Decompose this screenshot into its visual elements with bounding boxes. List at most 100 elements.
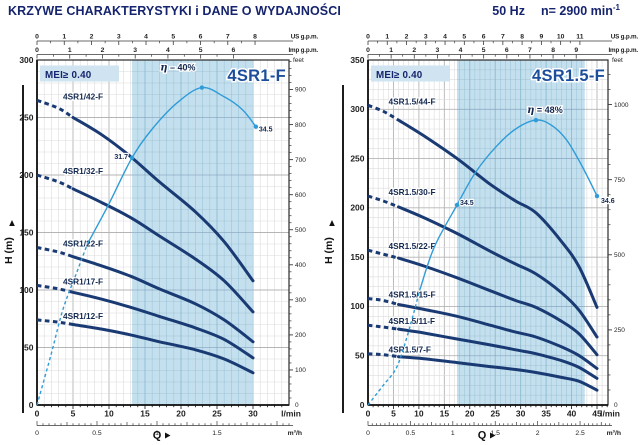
svg-text:6: 6: [232, 47, 236, 54]
svg-text:30: 30: [248, 409, 258, 419]
q-axis-label: Q: [153, 430, 171, 442]
h-axis-arrow-icon: [9, 220, 15, 226]
svg-text:250: 250: [19, 112, 33, 122]
svg-text:50: 50: [355, 351, 365, 361]
svg-text:35: 35: [541, 409, 551, 419]
svg-text:3: 3: [436, 47, 440, 54]
pump-chart-4sr1-f: 0 1 2 3 4 5 6 7 8 US g.p.m.0 1 2 3 4 5 6 Imp g.p.m.50100…: [3, 34, 319, 442]
svg-text:400: 400: [295, 262, 306, 269]
svg-text:0: 0: [614, 402, 618, 409]
chart-title: 4SR1.5-F: [532, 67, 605, 85]
svg-text:0: 0: [366, 430, 370, 437]
svg-text:7: 7: [501, 34, 505, 41]
svg-text:9: 9: [574, 47, 578, 54]
efficiency-value-label: 31.7: [114, 154, 128, 161]
q-axis-label: Q: [478, 430, 496, 442]
pump-curve-dashed: [36, 283, 74, 294]
svg-text:0: 0: [366, 34, 370, 41]
svg-text:300: 300: [350, 104, 364, 114]
column-divider-right: [342, 85, 344, 413]
svg-text:H (m): H (m): [323, 237, 335, 264]
us-gpm-axis: 0 1 2 3 4 5 6 7 8 9 10 11 US g.p.m.: [366, 34, 639, 45]
feet-axis: 250 500 750 1000 0 feet: [608, 57, 629, 409]
pump-curve: [71, 323, 255, 375]
svg-text:250: 250: [350, 153, 364, 163]
svg-text:1.5: 1.5: [212, 430, 222, 437]
svg-text:700: 700: [295, 157, 306, 164]
svg-text:9: 9: [539, 34, 543, 41]
svg-text:1.5: 1.5: [491, 430, 501, 437]
svg-text:15: 15: [440, 409, 450, 419]
svg-text:25: 25: [490, 409, 500, 419]
annotations: MEI≥ 0.40 4SR1.5-F: [371, 65, 606, 87]
column-divider-left: [22, 85, 24, 413]
pump-curve: [71, 255, 255, 344]
pump-curve: [71, 116, 255, 283]
efficiency-marker: [454, 202, 460, 208]
svg-text:10: 10: [414, 409, 424, 419]
svg-text:900: 900: [295, 87, 306, 94]
svg-text:800: 800: [295, 122, 306, 129]
svg-text:Imp g.p.m.: Imp g.p.m.: [609, 47, 639, 54]
curve-label: 4SR1.5/22-F: [389, 241, 436, 251]
svg-text:3: 3: [117, 34, 121, 41]
svg-text:40: 40: [567, 409, 577, 419]
operating-range-band: [132, 60, 253, 405]
svg-text:0: 0: [29, 400, 34, 410]
svg-text:2: 2: [412, 47, 416, 54]
h-axis-arrow-icon: [329, 220, 335, 226]
frequency-label: 50 Hz: [492, 4, 525, 18]
efficiency-marker: [253, 124, 259, 129]
m3h-axis: 0 0.5 1 1.5 2 2.5 m³/h: [366, 421, 621, 437]
svg-text:0.5: 0.5: [92, 430, 102, 437]
svg-text:5: 5: [199, 47, 203, 54]
svg-text:11: 11: [576, 34, 583, 41]
svg-text:feet: feet: [612, 57, 623, 64]
svg-text:200: 200: [295, 332, 306, 339]
efficiency-peak-label: η – 40%: [160, 63, 195, 74]
svg-text:10: 10: [557, 34, 565, 41]
pump-curve-dashed: [36, 318, 74, 326]
svg-text:10: 10: [104, 409, 114, 419]
pump-curve-dashed: [367, 323, 399, 331]
x-axis: 0 5 10 15 20 25 30 35 40 45l/min: [366, 405, 620, 419]
svg-text:feet: feet: [293, 57, 304, 64]
pump-curve: [397, 205, 599, 339]
svg-text:4: 4: [443, 34, 447, 41]
svg-text:0: 0: [295, 402, 299, 409]
efficiency-curve-dashed: [367, 289, 421, 406]
efficiency-curve: 31.7 34.5 η – 40%: [36, 61, 274, 406]
svg-text:0: 0: [35, 34, 39, 41]
speed-exponent: -1: [612, 3, 620, 12]
pump-chart-4sr1-5-f: 0 1 2 3 4 5 6 7 8 9 10 11 US g.p.m.0 1 2 3 4 5 6 7 8 9 Imp g.p…: [323, 34, 639, 442]
efficiency-peak-marker: [533, 117, 539, 123]
efficiency-curve: 34.5 34.6 η = 48%: [367, 104, 616, 406]
curve-label: 4SR1/22-F: [63, 238, 103, 248]
svg-text:4: 4: [459, 47, 463, 54]
page-header-meta: 50 Hz n= 2900 min-1: [492, 3, 620, 19]
page-title: KRZYWE CHARAKTERYSTYKI i DANE O WYDAJNOŚ…: [8, 4, 341, 18]
svg-text:350: 350: [350, 55, 364, 65]
m3h-axis: 0 0.5 1 1.5 m³/h: [35, 421, 302, 437]
svg-text:0: 0: [360, 400, 365, 410]
svg-text:5: 5: [391, 409, 396, 419]
svg-text:l/min: l/min: [600, 409, 620, 419]
curve-label: 4SR1/42-F: [63, 91, 103, 101]
mei-badge: [40, 65, 119, 82]
svg-text:4: 4: [166, 47, 170, 54]
operating-range-band: [457, 60, 585, 405]
svg-text:0: 0: [35, 430, 39, 437]
curve-label: 4SR1.5/44-F: [389, 96, 436, 106]
pump-curve: [71, 290, 255, 360]
svg-text:50: 50: [24, 342, 34, 352]
svg-text:H (m): H (m): [3, 237, 15, 264]
svg-text:200: 200: [350, 203, 364, 213]
svg-text:4: 4: [144, 34, 148, 41]
svg-text:2: 2: [405, 34, 409, 41]
svg-text:1000: 1000: [614, 102, 629, 109]
svg-text:30: 30: [516, 409, 526, 419]
svg-text:0: 0: [366, 409, 371, 419]
q-axis-arrow-icon: [490, 432, 496, 439]
curve-label: 4SR1/12-F: [63, 311, 103, 321]
